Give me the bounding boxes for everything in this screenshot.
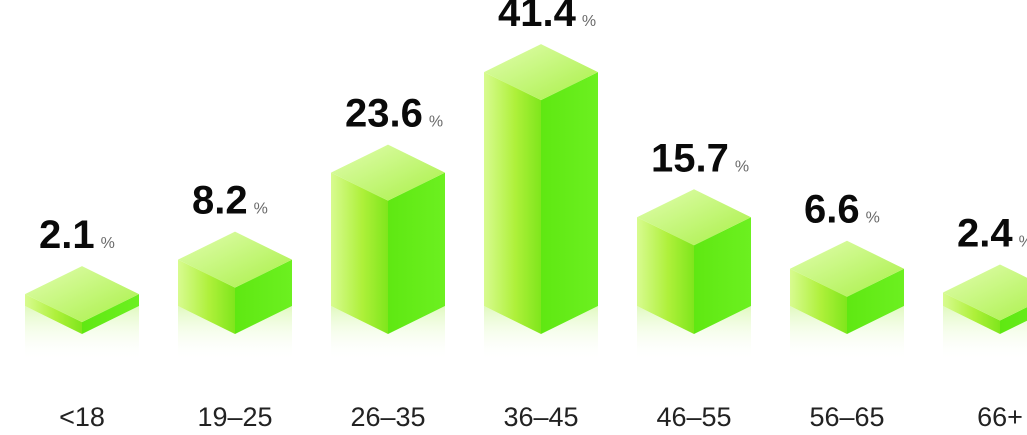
data-label-value: 15.7: [651, 136, 729, 180]
bar-7: [943, 264, 1027, 361]
labels-layer: 2.1 % <18 8.2 % 19–25 23.6 % 26–35 41.4 % 36–45 15.7…: [39, 0, 1027, 432]
bar-top-face: [331, 144, 445, 201]
data-label-unit: %: [866, 210, 880, 227]
category-label-2: 19–25: [197, 402, 272, 430]
data-label-value: 23.6: [345, 92, 423, 136]
bar-top-face: [178, 231, 292, 288]
bar-4: [484, 44, 598, 361]
bar-reflection: [484, 306, 598, 361]
bar-side-face: [82, 294, 139, 334]
category-label-4: 36–45: [503, 402, 578, 430]
bar-reflection: [178, 306, 292, 361]
bar-top-face: [637, 189, 751, 246]
bar-side-face: [388, 172, 445, 334]
data-label-value: 2.1: [39, 213, 95, 257]
bar-front-face: [943, 292, 1000, 334]
bar-side-face: [847, 268, 904, 334]
bar-5: [637, 189, 751, 361]
bar-reflection: [943, 306, 1027, 361]
bar-top-face: [484, 44, 598, 101]
bar-front-face: [331, 172, 388, 334]
data-label-4: 41.4%: [498, 0, 596, 35]
bar-reflection: [637, 306, 751, 361]
bar-reflection: [25, 306, 139, 361]
bar-top-face: [790, 240, 904, 297]
bar-3: [331, 144, 445, 361]
data-label-value: 2.4: [957, 211, 1013, 255]
data-label-unit: %: [735, 158, 749, 175]
category-label-7: 66+: [977, 402, 1023, 430]
data-label-unit: %: [1019, 233, 1027, 250]
data-label-3: 23.6%: [345, 92, 443, 136]
bars-layer: [25, 44, 1027, 361]
bar-2: [178, 231, 292, 361]
data-label-6: 6.6%: [804, 188, 880, 232]
data-label-1: 2.1%: [39, 213, 115, 257]
bar-front-face: [178, 259, 235, 334]
data-label-unit: %: [254, 201, 268, 218]
bar-reflection: [331, 306, 445, 361]
category-label-6: 56–65: [809, 402, 884, 430]
data-label-unit: %: [429, 114, 443, 131]
data-label-value: 8.2: [192, 179, 248, 223]
data-label-unit: %: [582, 13, 596, 30]
data-label-unit: %: [101, 235, 115, 252]
bar-side-face: [235, 259, 292, 334]
bar-top-face: [25, 266, 139, 323]
data-label-5: 15.7%: [651, 136, 749, 180]
bar-top-face: [943, 264, 1027, 321]
bar-side-face: [541, 72, 598, 334]
bar-side-face: [694, 217, 751, 334]
data-label-2: 8.2%: [192, 179, 268, 223]
data-label-value: 41.4: [498, 0, 577, 35]
category-label-3: 26–35: [350, 402, 425, 430]
bar-1: [25, 266, 139, 361]
bar-front-face: [25, 294, 82, 334]
bar-front-face: [790, 268, 847, 334]
data-label-value: 6.6: [804, 188, 860, 232]
bar-reflection: [790, 306, 904, 361]
category-label-1: <18: [59, 402, 105, 430]
bar-front-face: [484, 72, 541, 334]
bar-6: [790, 240, 904, 361]
bar-side-face: [1000, 307, 1027, 334]
data-label-7: 2.4%: [957, 211, 1027, 255]
bar-front-face: [637, 217, 694, 334]
category-label-5: 46–55: [656, 402, 731, 430]
